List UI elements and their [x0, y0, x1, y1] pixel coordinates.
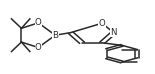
Text: O: O: [35, 43, 42, 52]
Text: O: O: [99, 19, 105, 28]
Text: O: O: [35, 18, 42, 27]
Text: N: N: [110, 28, 117, 37]
Text: B: B: [52, 31, 58, 40]
